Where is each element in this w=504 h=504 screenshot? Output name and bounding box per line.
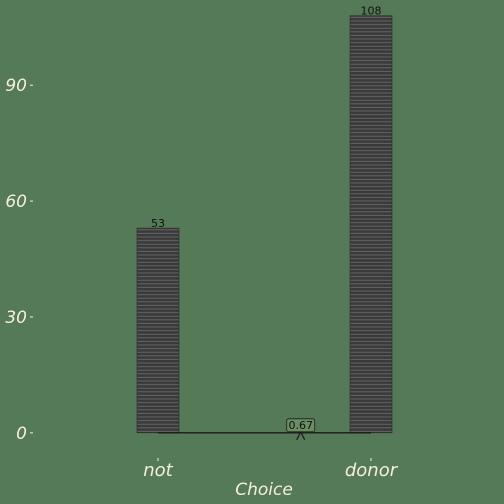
bar-value-label: 53	[151, 217, 165, 230]
x-tick-label: donor	[345, 460, 399, 481]
bars	[136, 15, 393, 434]
data-labels: 53 108	[151, 5, 382, 230]
proportion-label-box	[286, 418, 316, 433]
bar-donor	[349, 15, 393, 434]
y-tick-label: 30	[5, 308, 27, 328]
proportion-label: 0.67	[288, 419, 313, 432]
proportion-marker: 0.67	[286, 418, 316, 441]
y-axis: 0 30 60 90	[5, 76, 33, 444]
x-axis: not donor	[143, 458, 399, 481]
y-tick-label: 60	[5, 192, 27, 212]
y-tick-label: 90	[5, 76, 27, 96]
bar-not	[136, 227, 180, 434]
x-axis-title: Choice	[235, 480, 293, 500]
x-tick-label: not	[143, 460, 173, 481]
y-tick-label: 0	[16, 424, 27, 444]
bar-value-label: 108	[361, 5, 382, 18]
